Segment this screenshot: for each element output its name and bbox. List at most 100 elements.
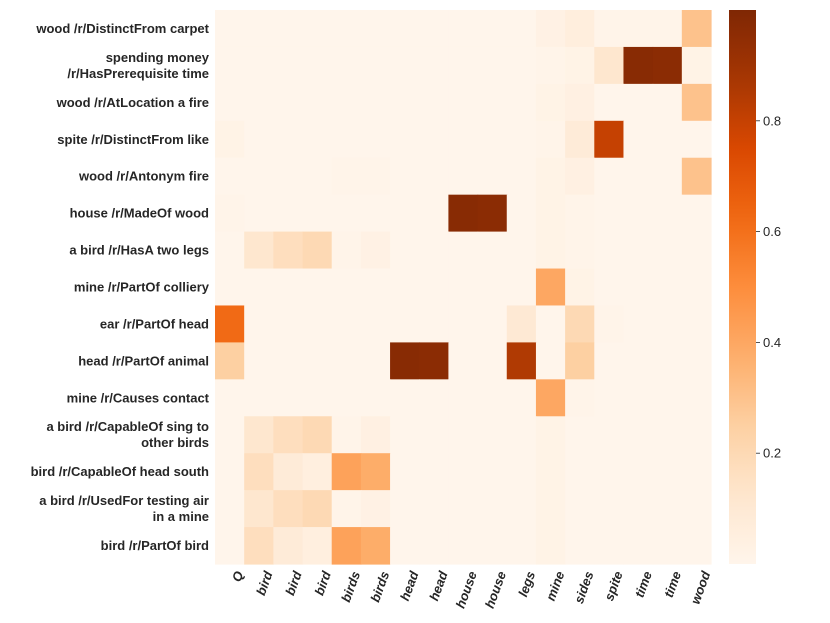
colorbar-tick-label: 0.8 — [763, 113, 781, 128]
heatmap-cell — [535, 305, 566, 343]
heatmap-cell — [594, 527, 625, 565]
heatmap-cell — [506, 157, 537, 196]
heatmap-cell — [506, 46, 537, 85]
heatmap-cell — [506, 379, 537, 417]
heatmap-cell — [244, 83, 274, 122]
heatmap-cell — [244, 120, 274, 159]
heatmap-cell — [477, 10, 508, 48]
heatmap-cell — [331, 490, 362, 528]
heatmap-cell — [390, 527, 420, 565]
heatmap-cell — [681, 194, 712, 233]
heatmap-cell — [244, 157, 274, 196]
heatmap-cell — [623, 453, 654, 491]
heatmap-cell — [681, 490, 712, 528]
heatmap-cell — [681, 527, 712, 565]
heatmap-cell — [565, 453, 595, 491]
heatmap-cell — [360, 527, 391, 565]
row-label: mine /r/Causes contact — [67, 390, 210, 405]
heatmap-cell — [565, 194, 595, 233]
heatmap-cell — [390, 416, 420, 454]
heatmap-cell — [623, 268, 654, 307]
heatmap-cell — [244, 527, 274, 565]
heatmap-cell — [331, 120, 362, 159]
heatmap-cell — [681, 120, 712, 159]
heatmap-cell — [419, 453, 450, 491]
heatmap-cell — [681, 268, 712, 307]
heatmap-cell — [506, 231, 537, 270]
column-label: Q — [229, 569, 247, 584]
heatmap-cell — [565, 416, 595, 454]
heatmap-cell — [652, 120, 683, 159]
heatmap-cell — [244, 305, 274, 343]
heatmap-cell — [390, 120, 420, 159]
heatmap-cell — [506, 527, 537, 565]
row-label: /r/HasPrerequisite time — [67, 66, 209, 81]
heatmap-cell — [535, 453, 566, 491]
heatmap-cell — [448, 157, 479, 196]
heatmap-cell — [594, 10, 625, 48]
heatmap-cell — [477, 342, 508, 380]
heatmap-cell — [477, 46, 508, 85]
heatmap-cell — [302, 268, 333, 307]
heatmap-cell — [652, 379, 683, 417]
heatmap-cell — [360, 83, 391, 122]
heatmap-cell — [331, 194, 362, 233]
heatmap-cell — [360, 490, 391, 528]
heatmap-cell — [506, 453, 537, 491]
heatmap-cell — [273, 342, 304, 380]
heatmap-cell — [652, 194, 683, 233]
heatmap-cell — [623, 527, 654, 565]
heatmap-cell — [477, 527, 508, 565]
heatmap-cell — [331, 342, 362, 380]
heatmap-cell — [215, 342, 245, 380]
heatmap-cell — [681, 416, 712, 454]
heatmap-cell — [390, 83, 420, 122]
heatmap-cell — [535, 120, 566, 159]
heatmap-cell — [477, 120, 508, 159]
column-label: sides — [571, 569, 596, 605]
heatmap-cell — [652, 453, 683, 491]
heatmap-cell — [215, 305, 245, 343]
heatmap-cell — [535, 231, 566, 270]
heatmap-cell — [244, 268, 274, 307]
heatmap-cell — [448, 268, 479, 307]
column-label: head — [397, 568, 422, 603]
heatmap-cell — [535, 46, 566, 85]
heatmap-cell — [302, 342, 333, 380]
heatmap-cell — [273, 157, 304, 196]
heatmap-cell — [535, 342, 566, 380]
heatmap-cell — [623, 342, 654, 380]
heatmap-cell — [652, 268, 683, 307]
heatmap-cell — [477, 453, 508, 491]
heatmap-cell — [215, 490, 245, 528]
heatmap-cell — [477, 416, 508, 454]
heatmap-cell — [477, 83, 508, 122]
heatmap-cell — [419, 490, 450, 528]
heatmap-cell — [535, 527, 566, 565]
heatmap-cell — [360, 305, 391, 343]
heatmap-cell — [273, 305, 304, 343]
heatmap-cell — [419, 527, 450, 565]
heatmap-cell — [623, 83, 654, 122]
heatmap-cell — [390, 194, 420, 233]
heatmap-cell — [390, 490, 420, 528]
heatmap-cell — [681, 342, 712, 380]
heatmap-cell — [419, 10, 450, 48]
heatmap-cell — [623, 194, 654, 233]
column-label: bird — [311, 568, 334, 597]
heatmap-cell — [594, 83, 625, 122]
heatmap-cell — [360, 157, 391, 196]
heatmap-cell — [565, 231, 595, 270]
heatmap-cell — [477, 379, 508, 417]
heatmap-cell — [331, 10, 362, 48]
row-label: spite /r/DistinctFrom like — [57, 132, 209, 147]
heatmap-cell — [506, 194, 537, 233]
heatmap-cell — [594, 490, 625, 528]
heatmap-cell — [302, 120, 333, 159]
heatmap-cell — [360, 120, 391, 159]
row-label: a bird /r/HasA two legs — [69, 243, 209, 258]
heatmap-cell — [390, 453, 420, 491]
heatmap-cell — [681, 83, 712, 122]
heatmap-cell — [448, 453, 479, 491]
